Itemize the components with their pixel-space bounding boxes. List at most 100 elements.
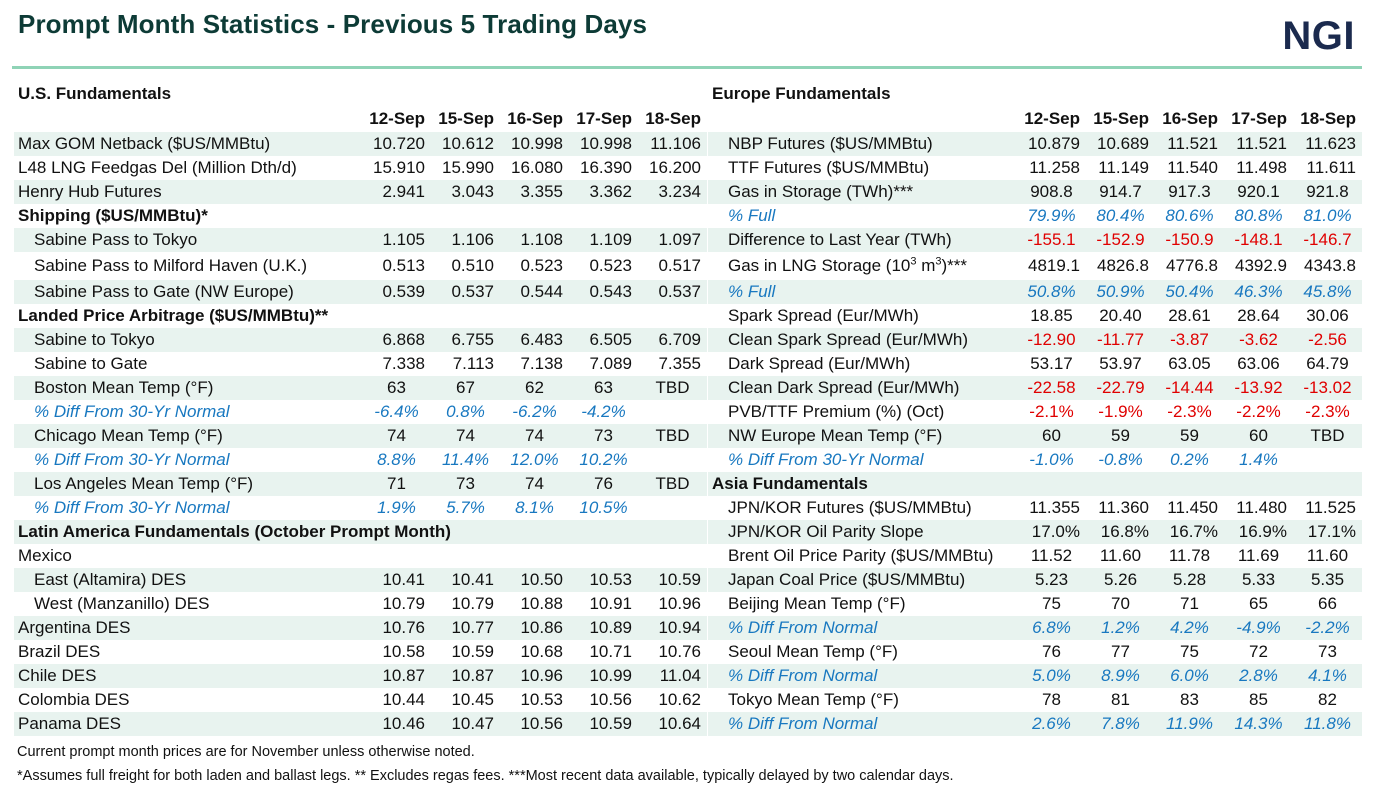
cell-value: 73 <box>431 472 500 496</box>
cell-value: 6.0% <box>1155 664 1224 688</box>
cell-value: 10.96 <box>500 664 569 688</box>
cell-value: 10.56 <box>500 712 569 736</box>
table-row: Sabine Pass to Tokyo 1.105 1.106 1.108 1… <box>14 228 707 252</box>
row-label: Max GOM Netback ($US/MMBtu) <box>14 132 362 156</box>
cell-value: 10.53 <box>520 690 563 709</box>
cell-value: 1.106 <box>431 228 500 252</box>
table-row: Difference to Last Year (TWh) -155.1 -15… <box>708 228 1362 252</box>
cell-value: 12.0% <box>510 450 559 469</box>
row-label: Henry Hub Futures <box>14 180 362 204</box>
cell-value: TBD <box>638 424 707 448</box>
superscript: 3 <box>910 255 917 268</box>
table-row: Brent Oil Price Parity ($US/MMBtu) 11.52… <box>708 544 1362 568</box>
cell-value: 5.28 <box>1155 568 1224 592</box>
row-label: Gas in LNG Storage (103 m3)*** <box>708 252 1017 280</box>
table-row: % Diff From 30-Yr Normal -1.0% -0.8% 0.2… <box>708 448 1362 472</box>
cell-value: 0.513 <box>382 256 425 275</box>
cell-value: 1.9% <box>377 498 416 517</box>
section-heading-row: Landed Price Arbitrage ($US/MMBtu)** <box>14 304 707 328</box>
row-label: Gas in Storage (TWh)*** <box>708 180 1017 204</box>
table-row: Gas in Storage (TWh)*** 908.8 914.7 917.… <box>708 180 1362 204</box>
cell-value: 75 <box>1180 642 1199 661</box>
cell-value: 10.720 <box>362 132 431 156</box>
cell-value: 11.521 <box>1155 132 1224 156</box>
table-row: % Diff From Normal 6.8% 1.2% 4.2% -4.9% … <box>708 616 1362 640</box>
row-label: Sabine to Tokyo <box>14 328 362 352</box>
table-row: East (Altamira) DES 10.41 10.41 10.50 10… <box>14 568 707 592</box>
cell-value: 11.149 <box>1098 158 1149 177</box>
row-label: Colombia DES <box>18 690 130 709</box>
cell-value: -148.1 <box>1224 228 1293 252</box>
cell-value: 8.8% <box>377 450 416 469</box>
table-row: Dark Spread (Eur/MWh) 53.17 53.97 63.05 … <box>708 352 1362 376</box>
cell-value <box>1293 448 1362 472</box>
table-row: Henry Hub Futures 2.941 3.043 3.355 3.36… <box>14 180 707 204</box>
cell-value: 10.59 <box>569 712 638 736</box>
table-row: Sabine Pass to Gate (NW Europe) 0.539 0.… <box>14 280 707 304</box>
cell-value: 7.355 <box>658 354 701 373</box>
date-header: 12-Sep <box>369 109 425 128</box>
cell-value: 1.4% <box>1239 450 1278 469</box>
cell-value: 10.41 <box>362 568 431 592</box>
cell-value: 11.525 <box>1305 498 1356 517</box>
cell-value: 59 <box>1086 424 1155 448</box>
row-label: Sabine to Gate <box>34 354 148 373</box>
row-label: L48 LNG Feedgas Del (Million Dth/d) <box>18 158 297 177</box>
latam-heading: Latin America Fundamentals (October Prom… <box>14 520 707 544</box>
table-row: Los Angeles Mean Temp (°F) 71 73 74 76 T… <box>14 472 707 496</box>
cell-value: 10.76 <box>658 642 701 661</box>
cell-value: 81.0% <box>1303 206 1352 225</box>
cell-value: 1.097 <box>638 228 707 252</box>
cell-value: 64.79 <box>1306 354 1349 373</box>
row-label: Difference to Last Year (TWh) <box>708 228 1017 252</box>
cell-value: 4.2% <box>1155 616 1224 640</box>
cell-value: 4826.8 <box>1097 256 1149 275</box>
cell-value: 15.990 <box>442 158 494 177</box>
cell-value: 2.8% <box>1224 664 1293 688</box>
asia-section-heading: Asia Fundamentals <box>708 472 1362 496</box>
cell-value: 62 <box>500 376 569 400</box>
cell-value: 11.52 <box>1030 546 1073 565</box>
cell-value: 0.510 <box>451 256 494 275</box>
page-title: Prompt Month Statistics - Previous 5 Tra… <box>18 9 648 39</box>
row-label: Boston Mean Temp (°F) <box>14 376 362 400</box>
row-label: JPN/KOR Futures ($US/MMBtu) <box>728 498 972 517</box>
cell-value: 18.85 <box>1030 306 1073 325</box>
cell-value: -2.56 <box>1293 328 1362 352</box>
row-label: % Diff From Normal <box>708 616 1017 640</box>
table-row: Chile DES 10.87 10.87 10.96 10.99 11.04 <box>14 664 707 688</box>
cell-value: 11.611 <box>1306 158 1356 177</box>
cell-value: 921.8 <box>1293 180 1362 204</box>
cell-value: 10.59 <box>451 642 494 661</box>
cell-value: 10.89 <box>569 616 638 640</box>
cell-value: 77 <box>1111 642 1130 661</box>
cell-value: 59 <box>1155 424 1224 448</box>
cell-value: 6.505 <box>569 328 638 352</box>
cell-value: 5.7% <box>446 498 485 517</box>
cell-value: 15.910 <box>373 158 425 177</box>
cell-value: 72 <box>1249 642 1268 661</box>
cell-value: 10.58 <box>382 642 425 661</box>
cell-value: 0.2% <box>1170 450 1209 469</box>
row-label: NW Europe Mean Temp (°F) <box>708 424 1017 448</box>
cell-value: 11.60 <box>1099 546 1142 565</box>
table-row: % Full 79.9% 80.4% 80.6% 80.8% 81.0% <box>708 204 1362 228</box>
cell-value: 0.8% <box>446 402 485 421</box>
row-label: % Diff From 30-Yr Normal <box>728 450 924 469</box>
europe-section-heading: Europe Fundamentals <box>712 84 891 103</box>
cell-value: 0.523 <box>520 256 563 275</box>
table-row: Sabine to Tokyo 6.868 6.755 6.483 6.505 … <box>14 328 707 352</box>
cell-value: 5.35 <box>1293 568 1362 592</box>
cell-value: 0.517 <box>658 256 701 275</box>
cell-value: -11.77 <box>1086 328 1155 352</box>
cell-value: 914.7 <box>1086 180 1155 204</box>
row-label: % Diff From Normal <box>708 664 1017 688</box>
cell-value: 5.33 <box>1224 568 1293 592</box>
date-header: 16-Sep <box>507 109 563 128</box>
date-header: 18-Sep <box>645 109 701 128</box>
row-label: Panama DES <box>14 712 362 736</box>
cell-value: 0.543 <box>569 280 638 304</box>
cell-value: 11.355 <box>1029 498 1080 517</box>
cell-value: 11.540 <box>1167 158 1218 177</box>
table-row: NBP Futures ($US/MMBtu) 10.879 10.689 11… <box>708 132 1362 156</box>
